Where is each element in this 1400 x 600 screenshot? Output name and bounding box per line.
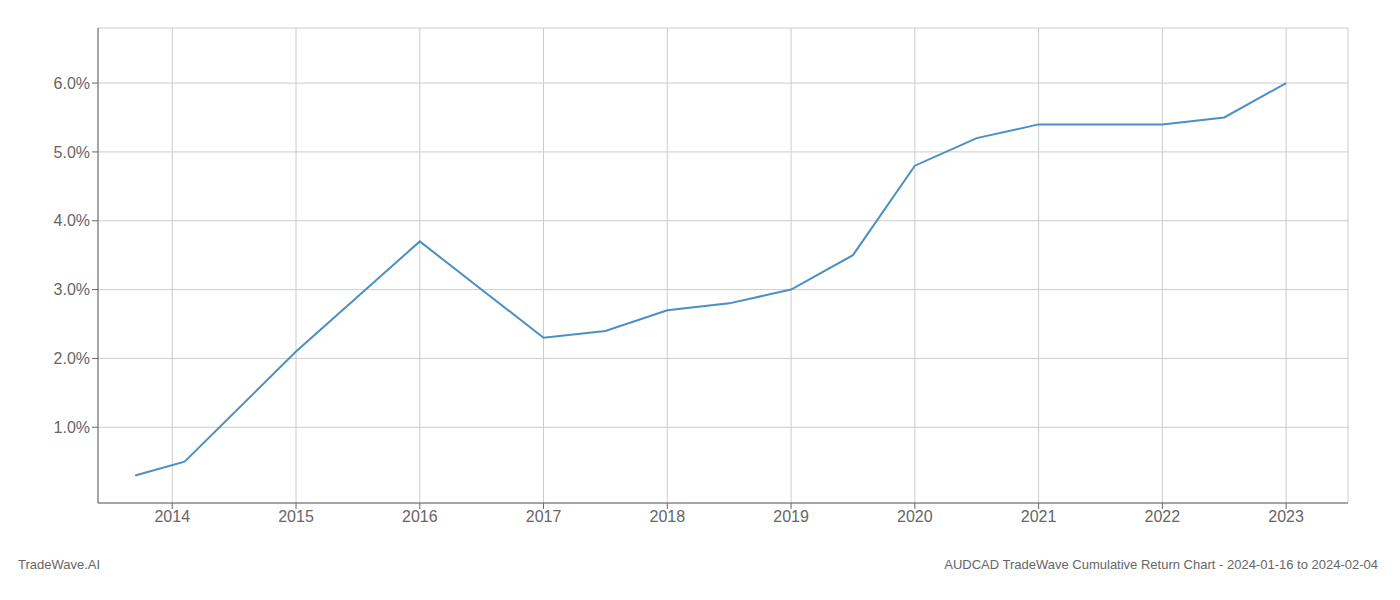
- html-text:AUDCAD TradeWave Cumulative Re: AUDCAD TradeWave Cumulative Return Chart…: [944, 557, 1378, 572]
- svg-text:2.0%: 2.0%: [54, 350, 90, 367]
- svg-text:2021: 2021: [1021, 508, 1057, 525]
- svg-text:2019: 2019: [773, 508, 809, 525]
- svg-text:3.0%: 3.0%: [54, 281, 90, 298]
- svg-text:6.0%: 6.0%: [54, 75, 90, 92]
- svg-text:2014: 2014: [154, 508, 190, 525]
- svg-text:2023: 2023: [1268, 508, 1304, 525]
- svg-text:2020: 2020: [897, 508, 933, 525]
- svg-text:1.0%: 1.0%: [54, 419, 90, 436]
- svg-text:2018: 2018: [650, 508, 686, 525]
- html-text:TradeWave.AI: TradeWave.AI: [18, 557, 101, 572]
- svg-text:2016: 2016: [402, 508, 438, 525]
- svg-text:2017: 2017: [526, 508, 562, 525]
- svg-text:2022: 2022: [1145, 508, 1181, 525]
- svg-text:4.0%: 4.0%: [54, 212, 90, 229]
- svg-text:5.0%: 5.0%: [54, 144, 90, 161]
- svg-text:2015: 2015: [278, 508, 314, 525]
